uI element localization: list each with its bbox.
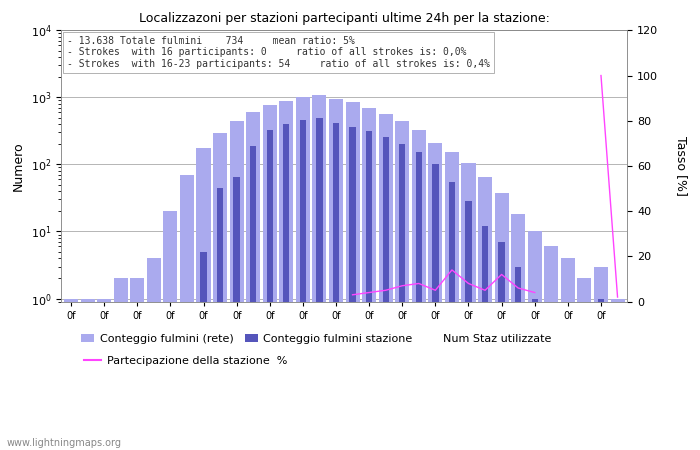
Bar [478,177,492,450]
Bar [445,152,459,450]
Bar [412,130,426,450]
Bar [300,120,306,450]
Bar [531,298,538,450]
Bar [180,175,194,450]
Bar [213,133,227,450]
Bar [262,105,276,450]
Bar [578,278,592,450]
Bar [598,298,604,450]
Bar [366,131,372,450]
Text: www.lightningmaps.org: www.lightningmaps.org [7,438,122,448]
Bar [316,118,323,450]
Bar [250,146,256,450]
Bar [329,99,343,450]
Bar [64,298,78,450]
Bar [284,124,290,450]
Bar [279,101,293,450]
Bar [466,202,472,450]
Bar [416,152,422,450]
Bar [97,298,111,450]
Bar [449,182,455,450]
Bar [200,252,206,450]
Text: - 13.638 Totale fulmini    734     mean ratio: 5%
- Strokes  with 16 participant: - 13.638 Totale fulmini 734 mean ratio: … [66,36,490,69]
Bar [267,130,273,450]
Y-axis label: Tasso [%]: Tasso [%] [675,136,688,196]
Bar [482,226,488,450]
Bar [246,112,260,450]
Bar [312,95,326,450]
Bar [428,143,442,450]
Bar [511,214,525,450]
Bar [80,298,94,450]
Y-axis label: Numero: Numero [12,141,25,191]
Bar [561,258,575,450]
Bar [197,148,211,450]
Bar [234,177,240,450]
Bar [230,122,244,450]
Bar [528,231,542,450]
Bar [113,278,127,450]
Bar [461,163,475,450]
Bar [399,144,405,450]
Bar [130,278,144,450]
Bar [515,266,522,450]
Bar [362,108,376,450]
Bar [382,137,389,450]
Bar [498,242,505,450]
Bar [332,123,340,450]
Bar [495,193,509,450]
Bar [432,164,438,450]
Bar [296,97,310,450]
Bar [379,114,393,450]
Bar [163,212,177,450]
Bar [395,121,409,450]
Bar [147,258,161,450]
Bar [346,103,360,450]
Bar [217,188,223,450]
Bar [545,246,559,450]
Bar [349,127,356,450]
Bar [610,298,624,450]
Legend: Partecipazione della stazione  %: Partecipazione della stazione % [85,356,287,366]
Title: Localizzazoni per stazioni partecipanti ultime 24h per la stazione:: Localizzazoni per stazioni partecipanti … [139,12,550,25]
Bar [594,266,608,450]
